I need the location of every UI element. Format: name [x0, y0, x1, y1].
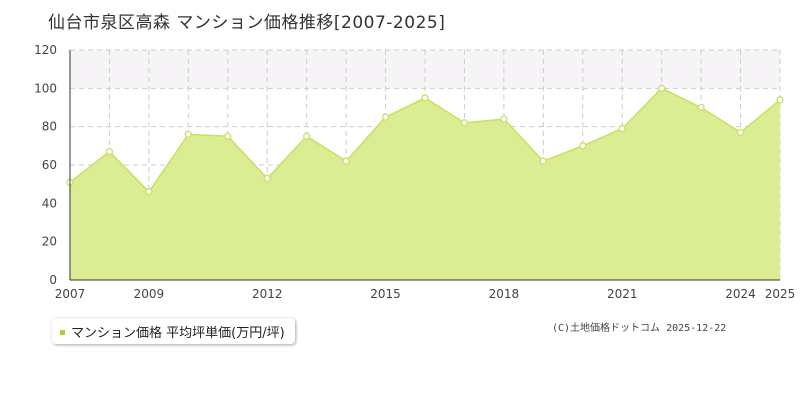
data-point-2023: [697, 103, 705, 112]
x-tick-label: 2012: [252, 287, 283, 301]
y-tick-label: 100: [34, 81, 57, 95]
x-tick-label: 2018: [489, 287, 520, 301]
x-tick-label: 2015: [370, 287, 401, 301]
y-tick-label: 80: [42, 120, 57, 134]
y-tick-label: 20: [42, 235, 57, 249]
data-point-2022: [658, 84, 666, 92]
data-point-2018: [500, 115, 508, 123]
data-point-2016: [421, 94, 429, 102]
chart-title: 仙台市泉区高森 マンション価格推移[2007-2025]: [48, 13, 446, 33]
legend: マンション価格 平均坪単価(万円/坪): [52, 318, 295, 344]
data-point-2021: [618, 124, 626, 133]
x-tick-label: 2024: [725, 287, 756, 301]
data-point-2019: [539, 157, 547, 165]
data-point-2013: [303, 132, 311, 140]
data-point-2008: [105, 147, 114, 156]
x-tick-label: 2025: [765, 287, 796, 301]
x-tick-label: 2007: [55, 287, 86, 301]
data-point-2024: [736, 128, 745, 137]
y-tick-label: 40: [42, 196, 57, 210]
legend-marker-icon: [60, 330, 65, 335]
data-point-2011: [224, 132, 232, 140]
series-area: [70, 88, 780, 280]
y-tick-label: 0: [49, 273, 57, 287]
data-point-2014: [342, 157, 350, 165]
legend-label: マンション価格 平均坪単価(万円/坪): [71, 325, 285, 341]
y-tick-label: 60: [42, 158, 57, 172]
data-point-2009: [145, 188, 153, 196]
area-chart: 0 20 40 60 80 100 120 2007 2009 2012 2015 2018 2021 2…: [34, 43, 796, 301]
data-point-2015: [381, 113, 390, 121]
x-tick-label: 2021: [607, 287, 638, 301]
data-point-2012: [263, 174, 271, 183]
credit-text: (C)土地価格ドットコム 2025-12-22: [552, 323, 727, 334]
y-tick-label: 120: [34, 43, 57, 57]
data-point-2010: [184, 130, 192, 138]
data-point-2020: [579, 142, 587, 150]
data-point-2017: [460, 119, 469, 127]
data-point-2025: [776, 96, 784, 104]
x-tick-label: 2009: [134, 287, 165, 301]
